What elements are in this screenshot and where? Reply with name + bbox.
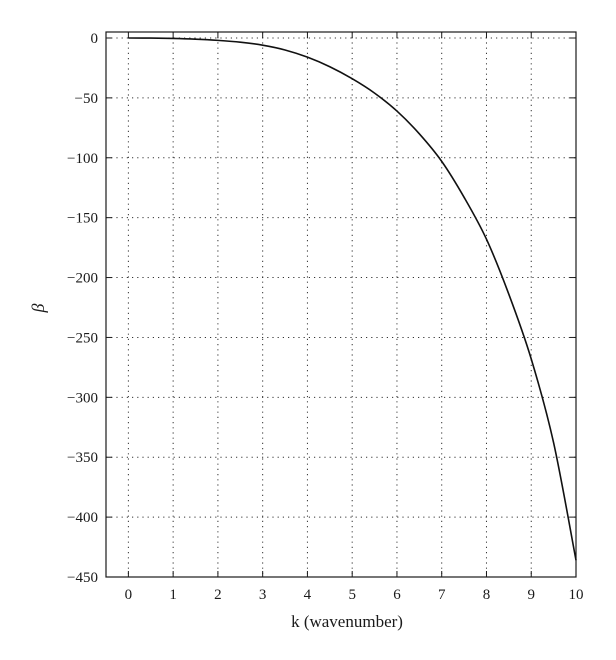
y-tick-label: −200 [67, 271, 98, 287]
y-tick-labels: 0 −50 −100 −150 −200 −250 −300 −350 −400 −450 [67, 31, 98, 586]
x-tick-labels: 0 1 2 3 4 5 6 7 8 9 10 [125, 587, 584, 603]
x-tick-label: 0 [125, 587, 133, 603]
x-tick-label: 2 [214, 587, 222, 603]
x-tick-label: 8 [483, 587, 491, 603]
x-tick-label: 10 [569, 587, 584, 603]
y-tick-label: −450 [67, 570, 98, 586]
grid [106, 32, 576, 577]
y-tick-label: −50 [75, 91, 98, 107]
x-tick-label: 9 [527, 587, 535, 603]
x-tick-label: 6 [393, 587, 401, 603]
y-tick-label: −350 [67, 450, 98, 466]
y-axis-label: β [28, 303, 48, 313]
y-tick-label: −300 [67, 390, 98, 406]
x-tick-label: 1 [169, 587, 177, 603]
x-tick-label: 3 [259, 587, 267, 603]
plot-frame [105, 31, 577, 578]
x-tick-label: 4 [304, 587, 312, 603]
x-axis-label: k (wavenumber) [291, 612, 403, 631]
beta-curve [128, 37, 577, 561]
y-tick-label: −400 [67, 510, 98, 526]
y-tick-label: −250 [67, 330, 98, 346]
x-tick-label: 5 [348, 587, 356, 603]
y-tick-label: 0 [91, 31, 99, 47]
x-tick-label: 7 [438, 587, 446, 603]
y-tick-label: −150 [67, 211, 98, 227]
axis-ticks [106, 32, 577, 578]
y-tick-label: −100 [67, 151, 98, 167]
